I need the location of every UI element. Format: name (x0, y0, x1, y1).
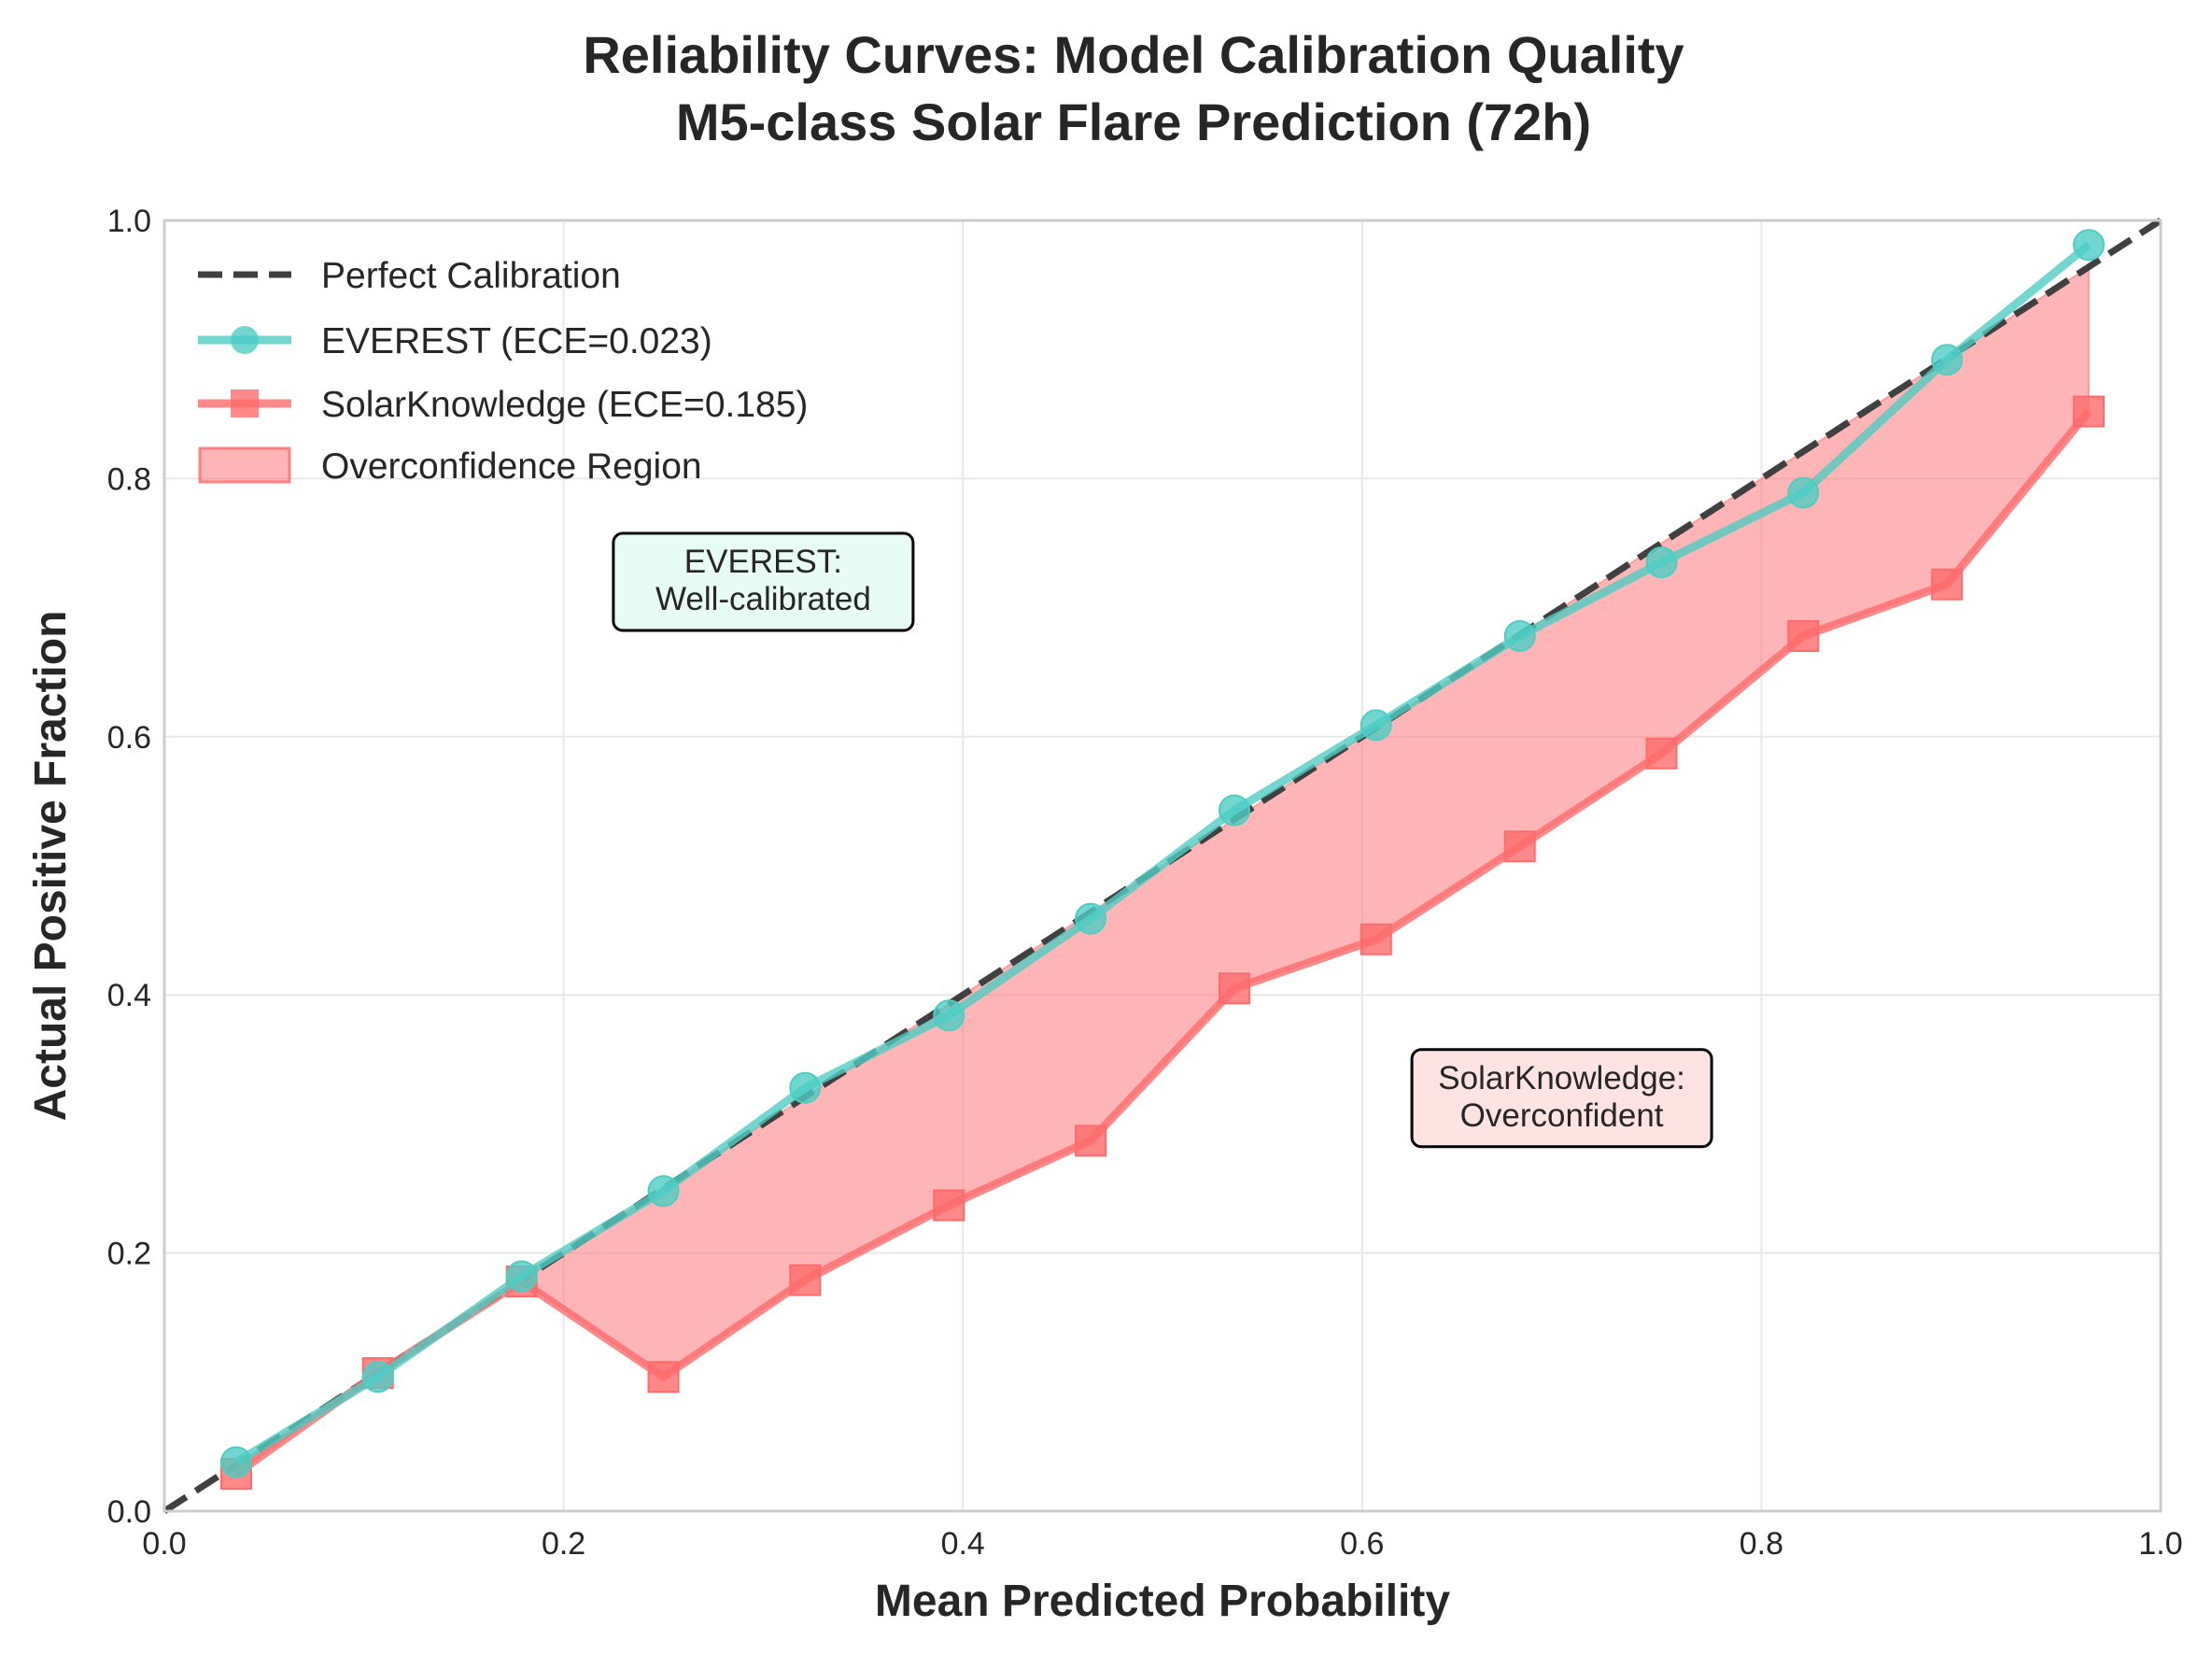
x-tick-label: 0.0 (142, 1526, 186, 1562)
plot-frame (162, 219, 2163, 1513)
annotation-text-everest: EVEREST: (684, 544, 842, 580)
legend-label-overconfidence: Overconfidence Region (321, 446, 702, 487)
legend-swatch-overconfidence (198, 446, 291, 484)
x-tick-label: 0.4 (941, 1526, 985, 1562)
chart-subtitle: M5-class Solar Flare Prediction (72h) (676, 92, 1591, 151)
data-point-solarknowledge (933, 1189, 965, 1222)
annotation-text-solarknowledge: Overconfident (1460, 1097, 1664, 1134)
data-point-solarknowledge (1360, 923, 1392, 955)
data-point-solarknowledge (1075, 1125, 1107, 1157)
data-point-solarknowledge (1503, 830, 1536, 863)
legend-marker-everest (231, 326, 259, 354)
y-axis-label: Actual Positive Fraction (26, 611, 76, 1122)
legend-label-everest: EVEREST (ECE=0.023) (321, 321, 712, 361)
data-point-everest (789, 1071, 822, 1104)
x-tick-label: 1.0 (2138, 1526, 2182, 1562)
data-point-everest (1645, 546, 1678, 579)
y-tick-label: 0.0 (107, 1494, 151, 1530)
data-point-everest (219, 1446, 252, 1478)
series-line-solarknowledge (233, 408, 2092, 1478)
x-axis-label: Mean Predicted Probability (875, 1577, 1450, 1626)
data-point-solarknowledge (647, 1361, 680, 1393)
series-line-everest (233, 241, 2092, 1466)
data-point-solarknowledge (1787, 620, 1820, 653)
data-point-solarknowledge (1645, 737, 1678, 770)
y-tick-label: 1.0 (107, 204, 151, 239)
y-axis-ticks: 0.0 0.2 0.4 0.6 0.8 1.0 (107, 204, 151, 1530)
y-tick-label: 0.4 (107, 978, 151, 1013)
x-axis-ticks: 0.0 0.2 0.4 0.6 0.8 1.0 (142, 1526, 2182, 1562)
series-layer (219, 229, 2106, 1490)
data-point-everest (1075, 902, 1107, 935)
y-tick-label: 0.2 (107, 1237, 151, 1272)
data-point-solarknowledge (2073, 395, 2106, 428)
annotation-text-solarknowledge: SolarKnowledge: (1438, 1060, 1685, 1096)
legend: Perfect Calibration EVEREST (ECE=0.023) … (198, 256, 808, 487)
data-point-everest (1218, 794, 1250, 827)
chart-title: Reliability Curves: Model Calibration Qu… (583, 25, 1684, 84)
plot-area (162, 218, 2163, 1514)
y-tick-label: 0.6 (107, 720, 151, 756)
y-tick-label: 0.8 (107, 461, 151, 497)
data-point-everest (933, 999, 965, 1032)
data-point-everest (1931, 344, 1964, 376)
series-everest (219, 229, 2106, 1478)
legend-label-perfect: Perfect Calibration (321, 256, 621, 296)
data-point-everest (1503, 620, 1536, 653)
x-tick-label: 0.8 (1740, 1526, 1783, 1562)
annotation-text-everest: Well-calibrated (655, 581, 871, 617)
data-point-everest (1360, 709, 1392, 742)
annotation-box-everest (612, 531, 915, 632)
data-point-everest (1787, 476, 1820, 509)
data-point-solarknowledge (789, 1264, 822, 1296)
annotations: EVEREST:Well-calibrated SolarKnowledge:Ov… (612, 531, 1713, 1149)
x-tick-label: 0.2 (542, 1526, 585, 1562)
data-point-solarknowledge (1931, 568, 1964, 601)
data-point-everest (647, 1175, 680, 1208)
x-tick-label: 0.6 (1340, 1526, 1384, 1562)
data-point-everest (2073, 229, 2106, 262)
data-point-solarknowledge (1218, 972, 1250, 1005)
legend-label-solarknowledge: SolarKnowledge (ECE=0.185) (321, 385, 808, 425)
data-point-everest (361, 1361, 394, 1393)
annotation-box-solarknowledge (1410, 1048, 1713, 1149)
legend-marker-solarknowledge (231, 389, 259, 417)
data-point-everest (505, 1260, 538, 1293)
